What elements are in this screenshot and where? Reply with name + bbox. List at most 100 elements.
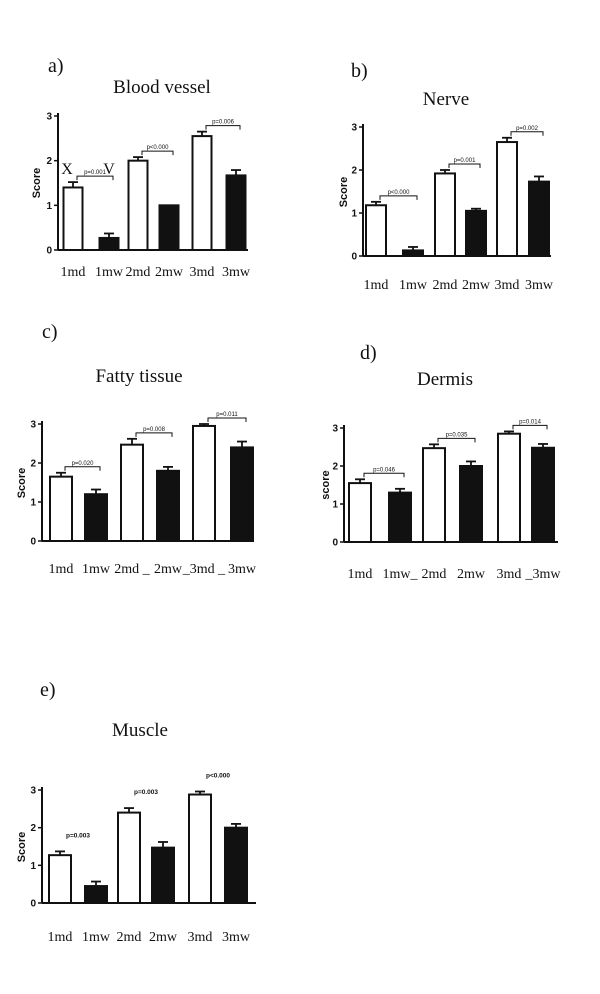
x-tick-label: 1mw <box>82 930 111 945</box>
x-tick-label: 3mw <box>525 278 554 293</box>
bar-1md <box>49 475 73 542</box>
bar-1md <box>62 186 84 251</box>
x-tick-label: 1mw <box>399 278 428 293</box>
x-tick-label: 3mw <box>228 562 257 577</box>
p-value-bracket <box>363 472 405 478</box>
p-value-bracket <box>205 125 241 130</box>
p-value-bracket <box>76 175 114 181</box>
p-value-label: p=0.011 <box>216 412 238 418</box>
p-value-label: p=0.002 <box>516 126 539 132</box>
x-tick-label: 3mw <box>222 265 251 280</box>
bar-1mw <box>388 491 412 544</box>
p-value-bracket <box>510 131 544 136</box>
p-value-label: p=0.014 <box>519 419 542 425</box>
panel-5: e) Muscle Score 0 1 2 3 1md 1mw 2md 2mw 3md 3mw p=0.0… <box>16 679 256 945</box>
y-tick-label: 0 <box>332 538 338 549</box>
y-tick-label: 0 <box>30 537 36 548</box>
panel-letter: d) <box>360 342 377 364</box>
bar-1md <box>365 204 387 257</box>
bar-3md <box>192 424 216 543</box>
panel-letter: a) <box>48 55 64 77</box>
panel-title: Blood vessel <box>113 77 211 98</box>
p-value-label: p=0.020 <box>72 461 95 467</box>
panel-title: Fatty tissue <box>95 366 182 387</box>
panel-title: Dermis <box>417 369 473 390</box>
p-value-label: p=0.001 <box>84 170 107 176</box>
p-value-bracket <box>512 424 548 430</box>
p-value-label: p<0.000 <box>388 190 411 196</box>
p-value-label: p=0.001 <box>454 158 477 164</box>
bar-3md <box>496 141 518 257</box>
y-tick-label: 2 <box>351 166 357 177</box>
x-tick-label: 1mw_ <box>383 567 419 582</box>
p-value-bracket <box>207 417 247 422</box>
x-tick-label: 2mw <box>457 567 486 582</box>
x-tick-label: 2mw <box>462 278 491 293</box>
p-value-bracket <box>437 437 476 443</box>
bar-1md <box>348 482 372 544</box>
bar-2md <box>434 172 456 257</box>
bar-2mw <box>156 469 180 542</box>
panel-letter: e) <box>40 679 56 701</box>
y-tick-label: 3 <box>332 424 338 435</box>
x-tick-label: 2md <box>422 567 447 582</box>
y-tick-label: 0 <box>30 899 36 910</box>
p-value-bracket <box>141 150 174 156</box>
bar-3mw <box>230 446 254 542</box>
y-tick-label: 1 <box>30 861 36 872</box>
panel-2: b) Nerve Score 0 1 2 3 1md 1mw 2md 2mw 3md 3mw p<0.00… <box>338 60 554 293</box>
p-value-label: p=0.006 <box>212 120 235 126</box>
x-tick-label: 3mw <box>222 930 251 945</box>
x-tick-label: 3md <box>188 930 213 945</box>
y-tick-label: 0 <box>46 246 52 257</box>
x-tick-label: 2md <box>117 930 142 945</box>
bar-3mw <box>225 174 247 251</box>
x-tick-label: 2md <box>433 278 458 293</box>
p-value-label: p=0.003 <box>134 789 158 796</box>
x-tick-label: 1mw <box>82 562 111 577</box>
bar-3md <box>191 135 213 252</box>
bar-3md <box>497 432 521 544</box>
y-tick-label: 0 <box>351 252 357 263</box>
p-value-label: p<0.000 <box>147 145 170 151</box>
p-value-label: p=0.046 <box>373 467 396 473</box>
y-axis-label: Score <box>16 468 28 499</box>
panel-1: a) Blood vessel Score 0 1 2 3 1md 1mw 2md 2mw 3md 3m… <box>31 55 251 280</box>
bar-2md <box>127 159 149 252</box>
panel-letter: c) <box>42 321 58 343</box>
bar-2mw <box>158 204 180 251</box>
x-tick-label: _3md _ <box>182 562 226 577</box>
x-tick-label: 2mw <box>154 562 183 577</box>
bar-1mw <box>98 236 120 252</box>
x-tick-label: 2mw <box>155 265 184 280</box>
y-axis-label: score <box>320 470 332 499</box>
y-tick-label: 3 <box>30 786 36 797</box>
y-tick-label: 2 <box>46 156 52 167</box>
p-value-label: p=0.003 <box>66 832 90 839</box>
x-tick-label: 3md <box>190 265 215 280</box>
x-tick-label: 1md <box>48 930 73 945</box>
panel-title: Muscle <box>112 720 168 741</box>
mark-v: V <box>103 161 115 178</box>
bar-2md <box>117 811 141 904</box>
p-value-label: p=0.035 <box>446 432 469 438</box>
bar-2mw <box>459 465 483 543</box>
p-value-bracket <box>448 163 481 168</box>
panel-3: c) Fatty tissue Score 0 1 2 3 1md 1mw 2md _ 2mw _3m… <box>16 321 257 577</box>
y-tick-label: 1 <box>30 498 36 509</box>
x-tick-label: 2mw <box>149 930 178 945</box>
panel-title: Nerve <box>423 89 469 110</box>
bar-2md <box>422 447 446 544</box>
bar-1mw <box>84 885 108 904</box>
y-tick-label: 1 <box>332 500 338 511</box>
x-tick-label: _3mw <box>525 567 562 582</box>
bar-2mw <box>465 209 487 258</box>
x-tick-label: 1md <box>348 567 373 582</box>
x-tick-label: 1md <box>49 562 74 577</box>
x-tick-label: 3md <box>495 278 520 293</box>
bar-3md <box>188 793 212 905</box>
bar-1mw <box>402 249 424 258</box>
p-value-bracket <box>379 195 418 200</box>
p-value-bracket <box>135 432 173 437</box>
x-tick-label: 2md <box>126 265 151 280</box>
